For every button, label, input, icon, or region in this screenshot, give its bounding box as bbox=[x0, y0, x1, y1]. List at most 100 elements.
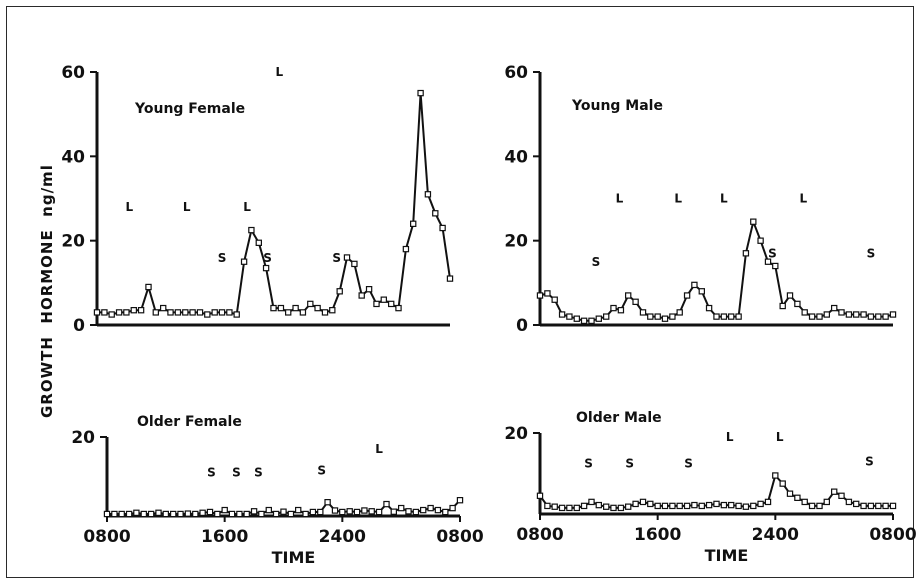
data-point bbox=[236, 510, 243, 518]
x-tick-label: 1600 bbox=[634, 525, 681, 545]
annotation-s: S bbox=[332, 251, 341, 265]
data-point bbox=[882, 313, 889, 320]
data-point bbox=[889, 502, 897, 510]
data-point bbox=[125, 510, 133, 518]
data-point bbox=[204, 311, 211, 318]
data-point bbox=[353, 508, 361, 516]
y-tick-label: 60 bbox=[61, 63, 85, 83]
data-point bbox=[779, 480, 786, 487]
y-tick-label: 40 bbox=[61, 147, 85, 167]
data-point bbox=[536, 292, 544, 299]
data-point bbox=[412, 508, 420, 516]
data-point bbox=[410, 220, 417, 227]
data-point bbox=[103, 510, 111, 518]
data-point bbox=[390, 508, 398, 515]
data-point bbox=[639, 309, 647, 316]
data-point bbox=[742, 250, 750, 257]
y-axis-title: GROWTH HORMONE ng/ml bbox=[38, 164, 56, 418]
data-point bbox=[346, 508, 353, 515]
data-point bbox=[867, 502, 875, 510]
y-tick-label: 40 bbox=[504, 147, 528, 167]
x-tick-label: 0800 bbox=[516, 525, 563, 545]
data-point bbox=[735, 502, 742, 510]
data-point bbox=[639, 498, 647, 506]
annotation-l: L bbox=[799, 192, 807, 206]
annotation-l: L bbox=[375, 442, 383, 456]
data-point bbox=[727, 313, 735, 320]
annotation-l: L bbox=[776, 430, 784, 444]
annotation-s: S bbox=[207, 466, 216, 480]
annotation-l: L bbox=[126, 200, 134, 214]
data-point bbox=[432, 210, 439, 217]
data-point bbox=[368, 508, 375, 515]
data-point bbox=[558, 311, 566, 318]
data-point bbox=[713, 313, 720, 320]
data-point bbox=[258, 510, 265, 518]
data-point bbox=[889, 311, 897, 318]
data-point bbox=[226, 309, 233, 316]
data-point bbox=[280, 508, 287, 515]
data-point bbox=[358, 292, 365, 299]
data-point bbox=[147, 510, 155, 518]
data-point bbox=[779, 302, 786, 310]
data-point bbox=[610, 304, 617, 312]
data-point bbox=[221, 506, 228, 514]
data-point bbox=[544, 502, 551, 510]
annotation-s: S bbox=[254, 466, 263, 480]
data-point bbox=[351, 260, 358, 268]
data-point bbox=[705, 501, 713, 509]
data-point bbox=[380, 296, 388, 303]
data-point bbox=[830, 488, 838, 495]
data-point bbox=[875, 313, 882, 320]
data-point bbox=[757, 500, 764, 508]
data-point bbox=[875, 502, 882, 510]
data-point bbox=[218, 309, 226, 316]
data-point bbox=[402, 245, 410, 253]
data-point bbox=[101, 309, 108, 316]
data-point bbox=[808, 313, 816, 320]
panel-title: Young Female bbox=[134, 101, 245, 117]
data-point bbox=[764, 498, 772, 506]
data-point bbox=[647, 500, 654, 508]
data-point bbox=[852, 311, 860, 318]
data-point bbox=[580, 317, 588, 325]
x-tick-label: 0800 bbox=[869, 525, 916, 545]
data-point bbox=[196, 309, 204, 316]
data-point bbox=[317, 508, 324, 516]
data-point bbox=[661, 315, 669, 322]
data-point bbox=[439, 224, 446, 232]
annotation-l: L bbox=[276, 65, 284, 79]
data-point bbox=[115, 309, 123, 316]
data-point bbox=[405, 508, 412, 515]
series-line bbox=[97, 93, 451, 316]
data-point bbox=[683, 292, 691, 299]
data-point bbox=[647, 313, 654, 320]
data-point bbox=[123, 309, 130, 316]
data-point bbox=[233, 311, 240, 318]
data-point bbox=[398, 504, 405, 512]
data-point bbox=[698, 288, 706, 295]
data-point bbox=[361, 507, 368, 514]
data-point bbox=[321, 309, 329, 316]
data-point bbox=[632, 500, 639, 508]
data-point bbox=[617, 504, 625, 512]
data-point bbox=[794, 300, 801, 308]
data-point bbox=[295, 506, 302, 514]
data-point bbox=[882, 502, 889, 510]
data-point bbox=[199, 509, 206, 517]
data-point bbox=[551, 503, 558, 510]
x-tick-label: 0800 bbox=[436, 527, 483, 547]
data-point bbox=[617, 307, 625, 314]
annotation-s: S bbox=[218, 251, 227, 265]
data-point bbox=[211, 309, 218, 316]
data-point bbox=[155, 509, 162, 517]
data-point bbox=[558, 504, 566, 512]
data-point bbox=[852, 500, 860, 508]
annotation-l: L bbox=[720, 192, 728, 206]
annotation-s: S bbox=[867, 247, 876, 261]
data-point bbox=[137, 307, 145, 314]
data-point bbox=[265, 506, 273, 514]
data-point bbox=[654, 313, 661, 320]
data-point bbox=[720, 501, 728, 509]
data-point bbox=[845, 311, 853, 318]
